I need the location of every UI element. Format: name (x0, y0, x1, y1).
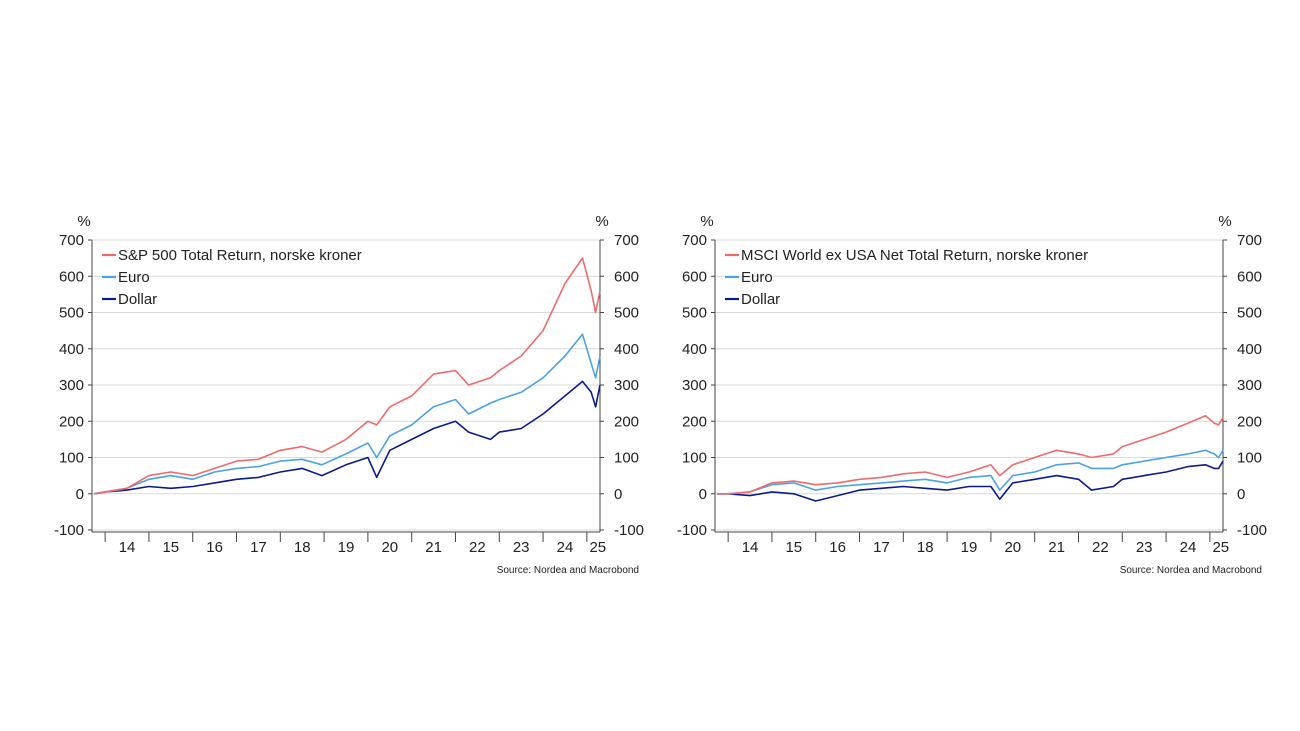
series-line-0 (717, 415, 1224, 495)
y-tick-label-left: 400 (59, 341, 84, 358)
x-tick-label: 24 (557, 539, 574, 556)
y-tick-label-right: 600 (1237, 268, 1262, 285)
y-tick-label-left: 500 (682, 305, 707, 322)
y-tick-label-left: 200 (59, 413, 84, 430)
source-note: Source: Nordea and Macrobond (1120, 565, 1262, 576)
x-tick-label: 14 (119, 539, 136, 556)
x-tick-label: 23 (513, 539, 530, 556)
y-tick-label-right: 500 (614, 305, 639, 322)
x-tick-label: 22 (1092, 539, 1109, 556)
chart-panel-left: %% -100 -100 0 0 100 100 200 200 300 300 400 400 500 5… (28, 200, 648, 590)
x-tick-label: 22 (469, 539, 486, 556)
y-tick-label-right: -100 (614, 522, 644, 539)
y-tick-label-right: 400 (1237, 341, 1262, 358)
legend-label-1: Euro (118, 269, 150, 286)
y-tick-label-right: 300 (614, 377, 639, 394)
x-tick-label: 25 (1212, 539, 1229, 556)
legend-label-1: Euro (741, 269, 773, 286)
y-tick-label-left: 100 (682, 450, 707, 467)
series-line-0 (94, 257, 601, 495)
source-note: Source: Nordea and Macrobond (497, 565, 639, 576)
legend-label-2: Dollar (118, 291, 157, 308)
x-tick-label: 14 (742, 539, 759, 556)
y-tick-label-right: 400 (614, 341, 639, 358)
y-tick-label-left: 500 (59, 305, 84, 322)
y-tick-label-left: 700 (59, 232, 84, 249)
x-tick-label: 18 (294, 539, 311, 556)
series-line-1 (94, 333, 601, 495)
y-tick-label-left: 200 (682, 413, 707, 430)
y-tick-label-left: -100 (54, 522, 84, 539)
y-tick-label-left: 600 (59, 268, 84, 285)
y-tick-label-right: 500 (1237, 305, 1262, 322)
y-tick-label-left: 700 (682, 232, 707, 249)
x-tick-label: 16 (829, 539, 846, 556)
x-tick-label: 19 (961, 539, 978, 556)
x-tick-label: 24 (1180, 539, 1197, 556)
x-tick-label: 17 (250, 539, 267, 556)
y-tick-label-right: 0 (1237, 486, 1245, 503)
series-line-1 (717, 449, 1224, 495)
y-tick-label-right: 700 (614, 232, 639, 249)
y-tick-label-left: 300 (59, 377, 84, 394)
y-tick-label-right: 300 (1237, 377, 1262, 394)
y-tick-label-right: 600 (614, 268, 639, 285)
y-tick-label-right: 700 (1237, 232, 1262, 249)
chart-panel-right: %% -100 -100 0 0 100 100 200 200 300 300 400 400 500 5… (651, 200, 1271, 590)
x-tick-label: 15 (785, 539, 802, 556)
y-unit-label-left: % (700, 213, 713, 230)
legend-label-2: Dollar (741, 291, 780, 308)
y-tick-label-right: 200 (1237, 413, 1262, 430)
legend-label-0: MSCI World ex USA Net Total Return, nors… (741, 247, 1088, 264)
y-tick-label-right: 200 (614, 413, 639, 430)
y-tick-label-left: 0 (699, 486, 707, 503)
y-unit-label-right: % (1218, 213, 1231, 230)
x-tick-label: 18 (917, 539, 934, 556)
x-tick-label: 23 (1136, 539, 1153, 556)
y-tick-label-left: 0 (76, 486, 84, 503)
x-tick-label: 20 (1004, 539, 1021, 556)
y-tick-label-right: 0 (614, 486, 622, 503)
legend-label-0: S&P 500 Total Return, norske kroner (118, 247, 362, 264)
chart-svg-left: % % -100 -100 0 0 100 100 200 200 300 300 400 400 500 5… (54, 213, 644, 576)
y-unit-label-right: % (595, 213, 608, 230)
y-tick-label-left: 300 (682, 377, 707, 394)
series-line-2 (717, 460, 1224, 502)
x-tick-label: 25 (589, 539, 606, 556)
x-tick-label: 21 (425, 539, 442, 556)
x-tick-label: 19 (338, 539, 355, 556)
y-unit-label-left: % (77, 213, 90, 230)
y-tick-label-right: 100 (614, 450, 639, 467)
x-tick-label: 15 (162, 539, 179, 556)
x-tick-label: 16 (206, 539, 223, 556)
x-tick-label: 21 (1048, 539, 1065, 556)
x-tick-label: 20 (381, 539, 398, 556)
y-tick-label-right: 100 (1237, 450, 1262, 467)
y-tick-label-left: 400 (682, 341, 707, 358)
y-tick-label-left: 100 (59, 450, 84, 467)
chart-svg-right: % % -100 -100 0 0 100 100 200 200 300 300 400 400 500 5… (677, 213, 1267, 576)
y-tick-label-left: -100 (677, 522, 707, 539)
y-tick-label-left: 600 (682, 268, 707, 285)
series-line-2 (94, 380, 601, 495)
x-tick-label: 17 (873, 539, 890, 556)
y-tick-label-right: -100 (1237, 522, 1267, 539)
